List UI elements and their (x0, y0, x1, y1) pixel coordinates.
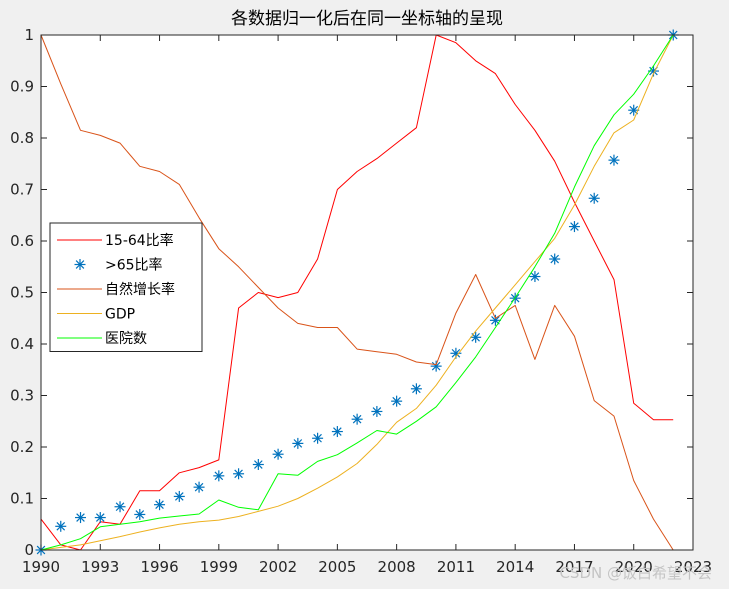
data-point (134, 508, 146, 520)
x-tick-label: 1993 (81, 558, 119, 576)
series-3-line (40, 34, 674, 551)
legend-label: 15-64比率 (105, 232, 174, 249)
x-tick-label: 2002 (259, 558, 297, 576)
x-tick-label: 1999 (200, 558, 238, 576)
data-point (312, 432, 324, 444)
y-tick-label: 0.3 (10, 387, 34, 405)
plot-area (35, 29, 679, 556)
series-4-line (40, 34, 674, 551)
legend-label: 医院数 (105, 331, 147, 347)
x-tick-label: 2014 (496, 558, 534, 576)
x-tick-label: 2017 (555, 558, 593, 576)
y-tick-label: 0.7 (10, 181, 34, 199)
legend-box (49, 222, 203, 352)
axes: 1990 1993 1996 1999 2002 2005 2008 2011 2014 2017… (10, 26, 712, 576)
data-point (292, 437, 304, 449)
legend-entry[interactable]: 15-64比率 (57, 232, 174, 249)
data-point (213, 470, 225, 482)
data-point (351, 413, 363, 425)
y-tick-label: 0 (24, 541, 34, 559)
x-tick-label: 2005 (318, 558, 356, 576)
data-point (94, 512, 106, 524)
data-point (470, 331, 482, 343)
legend-entry[interactable]: 自然增长率 (57, 281, 175, 298)
x-tick-label: 2011 (437, 558, 475, 576)
x-tick-label: 2008 (378, 558, 416, 576)
y-tick-label: 1 (24, 26, 34, 44)
watermark: CSDN @饭白希望不会 (559, 564, 712, 582)
data-point (549, 253, 561, 265)
data-point (272, 448, 284, 460)
data-point (252, 459, 264, 471)
data-point (410, 383, 422, 395)
data-point (489, 314, 501, 326)
y-tick-label: 0.8 (10, 129, 34, 147)
y-tick-label: 0.4 (10, 335, 34, 353)
legend-marker (74, 259, 86, 270)
data-point (154, 499, 166, 511)
series-0-line (40, 34, 674, 551)
x-tick-label: 1996 (140, 558, 178, 576)
chart-title: 各数据归一化后在同一坐标轴的呈现 (231, 9, 503, 29)
data-point (568, 221, 580, 233)
x-tick-label: 1990 (22, 558, 60, 576)
data-point (529, 271, 541, 283)
data-point (430, 360, 442, 372)
data-point (588, 192, 600, 204)
data-point (75, 512, 87, 524)
legend-entry[interactable]: GDP (57, 307, 135, 323)
y-tick-label: 0.9 (10, 78, 34, 96)
data-point (114, 501, 126, 513)
legend-label: >65比率 (105, 257, 163, 274)
x-tick-label: 2023 (674, 558, 712, 576)
legend-label: 自然增长率 (105, 281, 175, 298)
data-point (193, 481, 205, 493)
y-tick-label: 0.2 (10, 438, 34, 456)
data-point (173, 490, 185, 502)
data-point (608, 154, 620, 166)
legend-entry[interactable]: 医院数 (57, 331, 147, 347)
series-2-line (40, 34, 674, 551)
legend-label: GDP (105, 307, 135, 323)
data-point (391, 395, 403, 407)
y-tick-label: 0.6 (10, 232, 34, 250)
y-tick-label: 0.1 (10, 490, 34, 508)
data-point (55, 520, 67, 532)
y-tick-label: 0.5 (10, 284, 34, 302)
data-point (331, 426, 343, 438)
legend-entry[interactable]: >65比率 (74, 257, 163, 274)
x-tick-label: 2020 (615, 558, 653, 576)
data-point (233, 468, 245, 480)
data-point (371, 405, 383, 417)
